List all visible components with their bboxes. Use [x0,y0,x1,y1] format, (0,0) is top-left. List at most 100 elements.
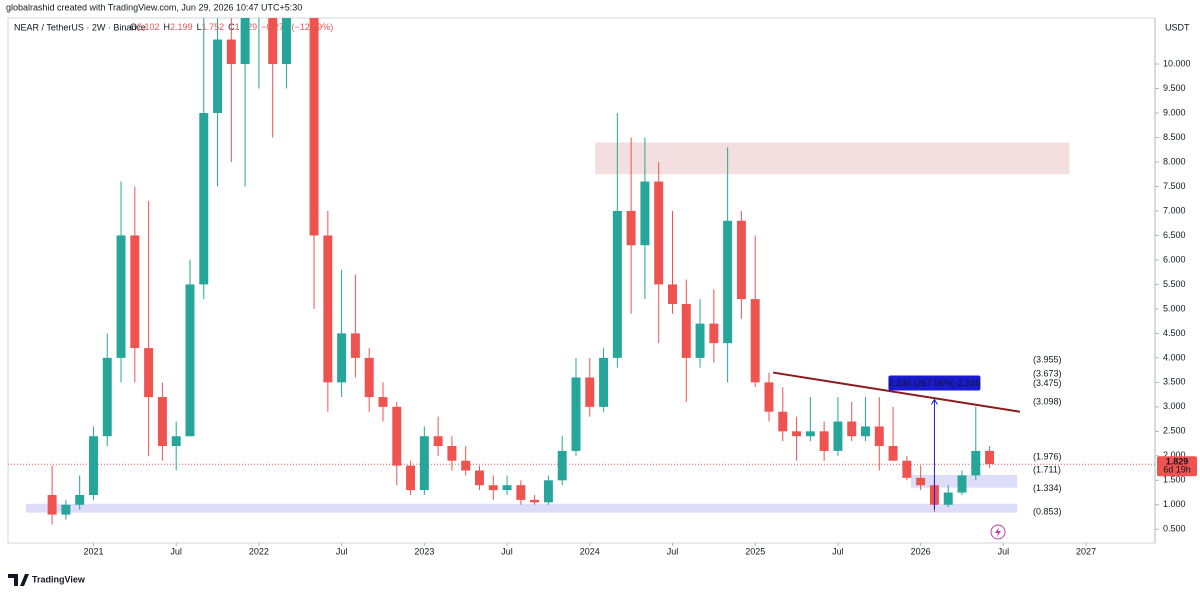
candle-body [130,235,140,349]
candle-body [874,426,884,447]
x-tick-label: 2026 [911,546,931,556]
zone [25,503,1018,513]
plot [8,18,1155,525]
candle-body [309,18,319,236]
candle-body [447,446,457,461]
candle-body [47,495,57,515]
candle-body [543,480,553,503]
candle-body [585,377,595,407]
zone [595,142,1070,175]
candle-body [116,235,126,358]
ohlc-value: 2.102 [137,22,160,32]
level-label: (0.853) [1033,506,1062,516]
axis-unit: USDT [1165,22,1190,32]
y-tick-label: 5.000 [1163,303,1186,313]
candle-body [502,485,512,491]
candle-body [943,492,953,505]
measure-label: 2.246 (267.06%) 2,246 [889,378,981,388]
candle-body [406,465,416,491]
countdown: 6d 19h [1163,465,1191,475]
y-tick-label: 6.000 [1163,254,1186,264]
y-tick-label: 8.500 [1163,132,1186,142]
candle-body [268,18,278,65]
candle-body [240,18,250,65]
level-label: (3.955) [1033,354,1062,364]
candle-body [475,470,484,486]
x-tick-label: Jul [501,546,513,556]
logo-text: TradingView [32,574,86,584]
candle-body [75,495,85,505]
x-tick-label: Jul [832,546,844,556]
candle-body [640,181,650,246]
candle-body [778,411,788,432]
candle-body [419,436,429,491]
y-tick-label: 2.000 [1163,450,1186,460]
candle-body [736,220,746,300]
candle-body [985,450,995,465]
plot-frame [7,17,1156,544]
candle-body [626,210,636,246]
x-tick-label: 2027 [1076,546,1096,556]
y-tick-label: 6.500 [1163,230,1186,240]
candle-body [144,348,154,398]
y-tick-label: 5.500 [1163,279,1186,289]
x-tick-label: Jul [998,546,1010,556]
y-tick-label: 7.500 [1163,181,1186,191]
candle-body [571,377,581,451]
candle-body [364,357,374,398]
candle-body [461,460,471,471]
candle-body [957,475,967,493]
candle-body [750,299,760,383]
candle-body [695,323,705,358]
candle-body [171,436,181,447]
candle-body [323,235,333,383]
y-tick-label: 4.500 [1163,328,1186,338]
ohlc-value: 1.752 [202,22,225,32]
level-label: (1.976) [1033,451,1062,461]
candle-body [861,426,870,437]
candle-body [888,446,898,461]
last-price-label: 1.829 [1166,457,1189,467]
y-tick-label: 9.500 [1163,83,1186,93]
measure-label-box [888,375,981,391]
credit: globalrashid created with TradingView.co… [6,2,302,12]
x-tick-label: Jul [336,546,348,556]
candle-body [805,431,815,437]
y-tick-label: 3.000 [1163,401,1186,411]
candle-body [488,485,498,491]
candle-body [102,357,112,437]
candle-body [971,450,981,476]
icon [990,524,1006,540]
candle-body [792,431,802,437]
measure-arrow [930,398,938,405]
x-tick-label: 2025 [745,546,765,556]
y-tick-label: 1.000 [1163,499,1186,509]
candle-body [337,333,347,383]
level-label: (1.711) [1033,464,1061,474]
candle-body [654,181,664,285]
x-tick-label: Jul [667,546,679,556]
y-tick-label: 8.000 [1163,156,1186,166]
y-tick-label: 10.000 [1163,58,1191,68]
candle-body [764,382,774,412]
symbol: NEAR / TetherUS · 2W · Binance [14,22,146,32]
change: −0.273 (−12.99%) [261,22,333,32]
logo: TradingView [8,574,86,586]
candle-body [557,450,567,481]
candle-body [902,460,912,478]
x-tick-label: Jul [170,546,182,556]
level-label: (1.334) [1033,483,1062,493]
ohlc-key: L [197,22,202,32]
ohlc-value: 2.199 [170,22,193,32]
candle-body [599,357,609,407]
x-tick-label: 2021 [83,546,103,556]
y-tick-label: 9.000 [1163,107,1186,117]
candle-body [819,431,829,451]
x-tick-label: 2024 [580,546,600,556]
candle-body [433,436,443,447]
candle-body [350,333,360,358]
y-tick-label: 2.500 [1163,426,1186,436]
candle-body [530,499,540,503]
level-label: (3.673) [1033,368,1062,378]
candle-body [157,397,167,447]
